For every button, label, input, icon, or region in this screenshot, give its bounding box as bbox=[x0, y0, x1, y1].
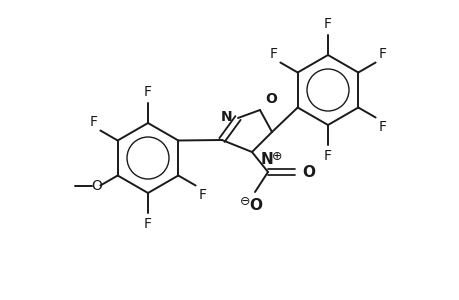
Text: F: F bbox=[323, 149, 331, 163]
Text: O: O bbox=[91, 178, 102, 193]
Text: N: N bbox=[260, 152, 273, 167]
Text: F: F bbox=[378, 119, 386, 134]
Text: F: F bbox=[269, 46, 277, 61]
Text: F: F bbox=[378, 46, 386, 61]
Text: F: F bbox=[144, 85, 151, 99]
Text: O: O bbox=[249, 198, 262, 213]
Text: F: F bbox=[198, 188, 206, 202]
Text: O: O bbox=[264, 92, 276, 106]
Text: O: O bbox=[302, 164, 314, 179]
Text: F: F bbox=[323, 17, 331, 31]
Text: ⊖: ⊖ bbox=[239, 195, 250, 208]
Text: ⊕: ⊕ bbox=[271, 150, 282, 163]
Text: N: N bbox=[220, 110, 231, 124]
Text: F: F bbox=[89, 115, 97, 128]
Text: F: F bbox=[144, 217, 151, 231]
